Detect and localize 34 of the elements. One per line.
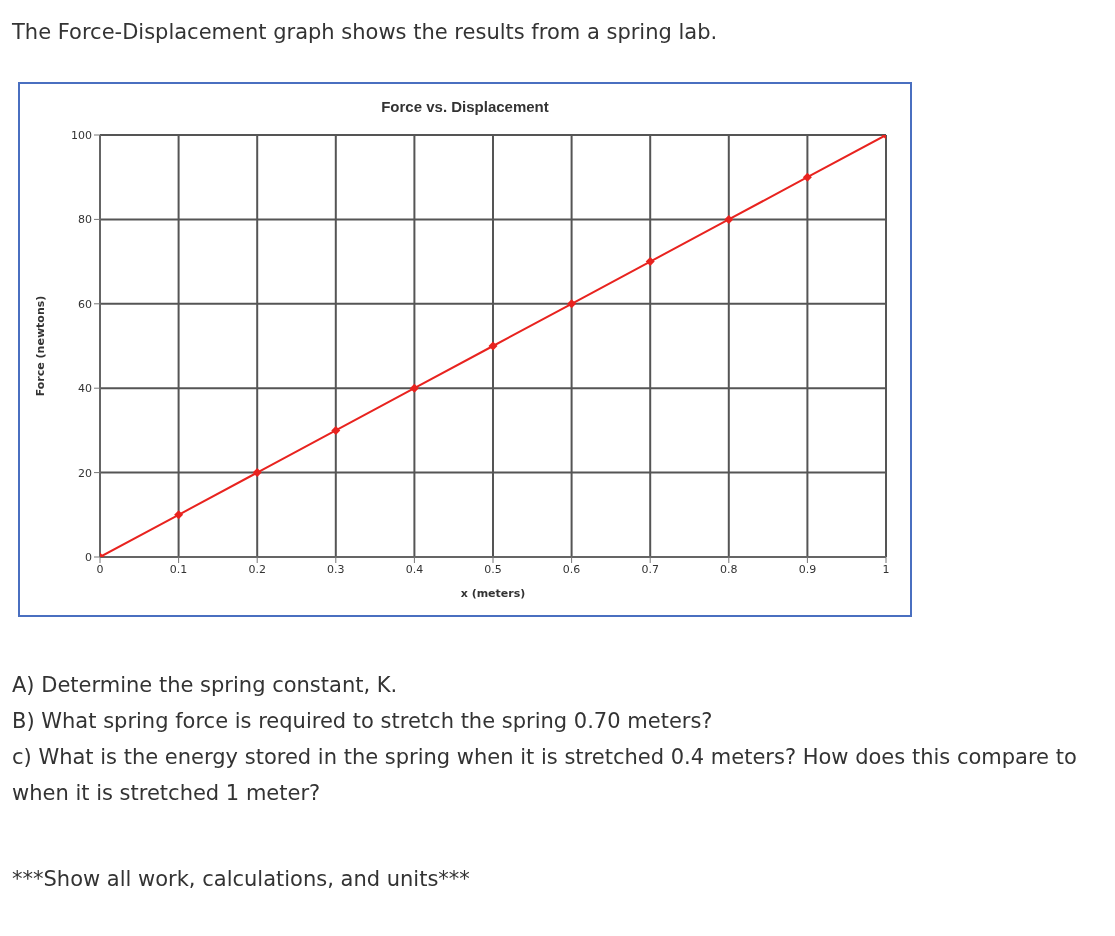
point: [174, 510, 184, 520]
x-tick-label: 0: [96, 562, 104, 576]
y-tick-label: 0: [85, 550, 92, 564]
chart-title: Force vs. Displacement: [380, 98, 550, 115]
x-tick-label: 0.7: [641, 562, 659, 576]
text: A) Determine the spring constant, K.: [12, 672, 399, 699]
point: [252, 468, 262, 478]
text: c) What is the energy stored in the spring when it is stretched 0.4 meters? How does this compare to when it is stretched 1 meter?: [12, 744, 1078, 807]
point: [567, 299, 577, 309]
point: [331, 425, 341, 435]
y-axis-title: Force (newtons): [33, 295, 47, 397]
x-tick-label: 0.3: [327, 562, 345, 576]
y-tick-label: 100: [71, 128, 92, 142]
x-axis-title: x (meters): [460, 587, 526, 600]
x-tick-label: 0.4: [405, 562, 424, 576]
x-tick-label: 0.8: [720, 562, 738, 576]
y-tick-label: 40: [78, 382, 92, 396]
text: ***Show all work, calculations, and units***: [12, 866, 471, 893]
text: B) What spring force is required to stretch the spring 0.70 meters?: [12, 708, 714, 735]
point: [409, 383, 419, 393]
y-tick-label: 20: [78, 466, 92, 480]
y-tick-label: 60: [78, 297, 92, 311]
x-tick-label: 0.2: [248, 562, 266, 576]
x-tick-label: 0.6: [562, 562, 581, 576]
point: [645, 257, 655, 267]
point: [488, 341, 498, 351]
x-tick-label: 0.5: [484, 562, 502, 576]
point: [802, 172, 812, 182]
text: The Force-Displacement graph shows the results from a spring lab.: [12, 20, 719, 44]
x-tick-label: 0.1: [169, 562, 188, 576]
y-tick-label: 80: [78, 213, 92, 227]
x-tick-label: 1: [882, 562, 890, 576]
point: [724, 214, 734, 224]
x-tick-label: 0.9: [798, 562, 817, 576]
